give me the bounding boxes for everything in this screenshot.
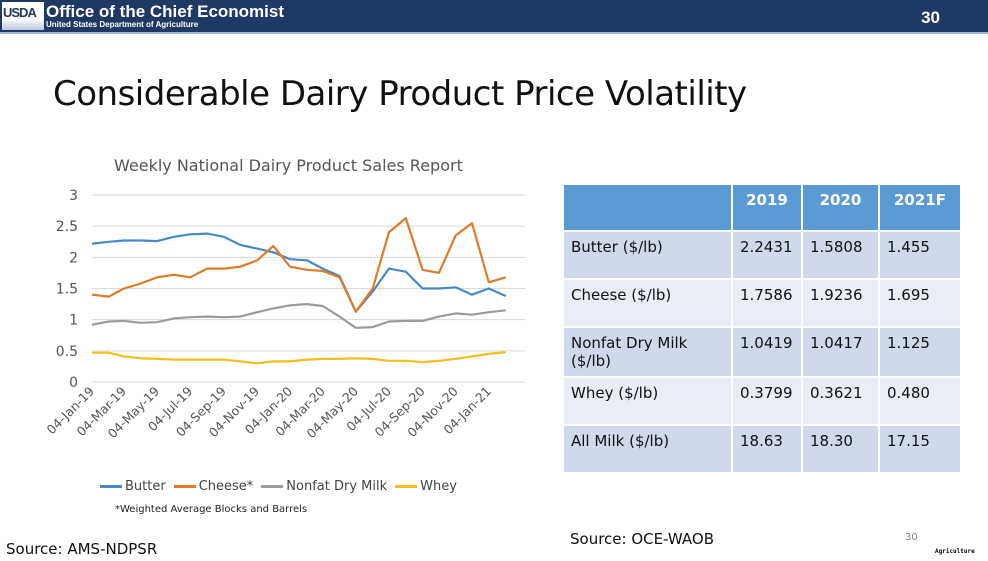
table-cell: 18.63 bbox=[731, 424, 803, 474]
table-row: Whey ($/lb) 0.3799 0.3621 0.480 bbox=[562, 376, 962, 426]
table-cell: 18.30 bbox=[801, 424, 880, 474]
y-tick-label: 3 bbox=[69, 188, 78, 204]
row-label: Butter ($/lb) bbox=[562, 230, 733, 280]
table-header-cell bbox=[562, 183, 733, 232]
table-cell: 1.695 bbox=[878, 278, 962, 328]
table-cell: 17.15 bbox=[878, 424, 962, 474]
legend-swatch bbox=[100, 485, 122, 488]
table-header-cell: 2021F bbox=[878, 183, 962, 232]
legend-label: Whey bbox=[420, 479, 457, 494]
chart-legend: Butter Cheese* Nonfat Dry Milk Whey bbox=[100, 479, 457, 494]
table-cell: 2.2431 bbox=[731, 230, 803, 280]
header-banner: USDA Office of the Chief Economist Unite… bbox=[0, 0, 988, 34]
series-line-butter bbox=[91, 232, 507, 313]
y-tick-label: 1.5 bbox=[56, 282, 78, 298]
header-page-number: 30 bbox=[921, 8, 940, 27]
series-line-whey bbox=[92, 351, 506, 365]
chart-footnote: *Weighted Average Blocks and Barrels bbox=[115, 504, 308, 515]
table-row: All Milk ($/lb) 18.63 18.30 17.15 bbox=[562, 424, 962, 474]
table-cell: 1.0417 bbox=[801, 326, 880, 378]
legend-item: Nonfat Dry Milk bbox=[261, 479, 387, 494]
chart-title: Weekly National Dairy Product Sales Repo… bbox=[114, 156, 463, 175]
table-header-row: 2019 2020 2021F bbox=[562, 183, 962, 232]
table-cell: 0.3799 bbox=[731, 376, 803, 426]
y-tick-label: 0.5 bbox=[56, 344, 78, 360]
org-name: Office of the Chief Economist bbox=[46, 2, 285, 21]
row-label: Cheese ($/lb) bbox=[562, 278, 733, 328]
y-tick-label: 0 bbox=[69, 375, 78, 391]
legend-item: Butter bbox=[100, 479, 166, 494]
row-label: Whey ($/lb) bbox=[562, 376, 733, 426]
table-row: Cheese ($/lb) 1.7586 1.9236 1.695 bbox=[562, 278, 962, 328]
source-left: Source: AMS-NDPSR bbox=[6, 540, 158, 558]
table-cell: 1.9236 bbox=[801, 278, 880, 328]
source-right: Source: OCE-WAOB bbox=[570, 530, 715, 548]
table-cell: 1.0419 bbox=[731, 326, 803, 378]
row-label: All Milk ($/lb) bbox=[562, 424, 733, 474]
table-cell: 0.3621 bbox=[801, 376, 880, 426]
legend-item: Cheese* bbox=[173, 479, 254, 494]
slide-title: Considerable Dairy Product Price Volatil… bbox=[53, 74, 747, 114]
dept-name: United States Department of Agriculture bbox=[46, 20, 199, 29]
table-cell: 1.5808 bbox=[801, 230, 880, 280]
row-label: Nonfat Dry Milk ($/lb) bbox=[562, 326, 733, 378]
y-tick-label: 2 bbox=[69, 250, 78, 266]
table-row: Nonfat Dry Milk ($/lb) 1.0419 1.0417 1.125 bbox=[562, 326, 962, 378]
table-cell: 1.7586 bbox=[731, 278, 803, 328]
table-cell: 0.480 bbox=[878, 376, 962, 426]
usda-logo: USDA bbox=[2, 2, 44, 30]
legend-item: Whey bbox=[395, 479, 457, 494]
table-row: Butter ($/lb) 2.2431 1.5808 1.455 bbox=[562, 230, 962, 280]
price-table: 2019 2020 2021F Butter ($/lb) 2.2431 1.5808 1… bbox=[562, 183, 962, 474]
logo-text: USDA bbox=[3, 5, 37, 20]
legend-label: Butter bbox=[125, 479, 166, 494]
slide-number: 30 bbox=[905, 532, 918, 543]
table-header-cell: 2020 bbox=[801, 183, 880, 232]
legend-swatch bbox=[173, 485, 196, 488]
legend-swatch bbox=[261, 485, 284, 488]
legend-label: Nonfat Dry Milk bbox=[286, 479, 388, 494]
y-tick-label: 1 bbox=[69, 313, 78, 329]
corner-text: Agriculture bbox=[935, 548, 975, 555]
legend-swatch bbox=[395, 485, 418, 488]
table-header-cell: 2019 bbox=[731, 183, 803, 232]
legend-label: Cheese* bbox=[198, 479, 254, 494]
series-line-cheese bbox=[91, 217, 507, 313]
y-tick-label: 2.5 bbox=[56, 219, 78, 235]
table-cell: 1.125 bbox=[878, 326, 962, 378]
series-line-nonfat-dry-milk bbox=[91, 303, 506, 329]
table-cell: 1.455 bbox=[878, 230, 962, 280]
